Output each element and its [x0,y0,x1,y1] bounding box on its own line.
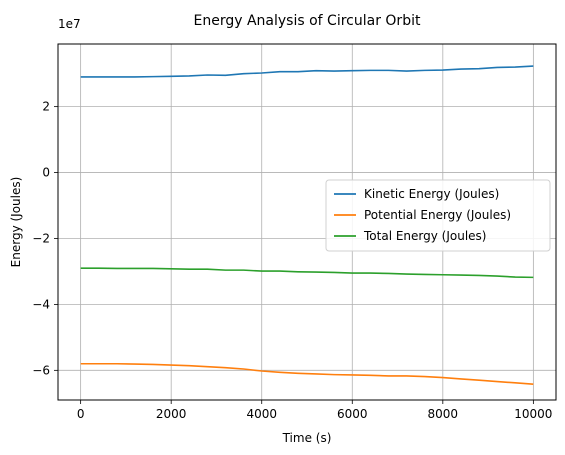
legend-box [325,179,551,252]
legend: Kinetic Energy (Joules) Potential Energy … [325,179,551,252]
y-axis-label: Energy (Joules) [9,177,23,268]
axis-ticks: 0 2000 4000 6000 8000 10000 −6 −4 −2 0 2 [32,100,552,421]
x-tick-label: 10000 [514,407,552,421]
x-tick-label: 2000 [156,407,187,421]
legend-label-3: Total Energy (Joules) [363,229,486,243]
plot-frame [57,43,557,401]
x-tick-label: 4000 [246,407,277,421]
grid-lines [58,44,556,400]
y-tick-label: 2 [42,100,50,114]
chart-title: Energy Analysis of Circular Orbit [194,13,421,29]
x-tick-label: 8000 [428,407,459,421]
x-tick-label: 6000 [337,407,368,421]
y-tick-label: −2 [32,231,50,245]
legend-label-1: Kinetic Energy (Joules) [364,187,499,201]
y-tick-label: −6 [32,363,50,377]
series-lines [80,65,534,385]
x-axis-label: Time (s) [282,431,332,445]
series-line-1 [80,65,534,78]
x-tick-label: 0 [77,407,85,421]
legend-label-2: Potential Energy (Joules) [364,208,511,222]
y-tick-label: −4 [32,297,50,311]
series-line-2 [80,362,534,385]
y-scale-label: 1e7 [58,17,81,31]
y-tick-label: 0 [42,166,50,180]
series-line-3 [80,267,534,279]
